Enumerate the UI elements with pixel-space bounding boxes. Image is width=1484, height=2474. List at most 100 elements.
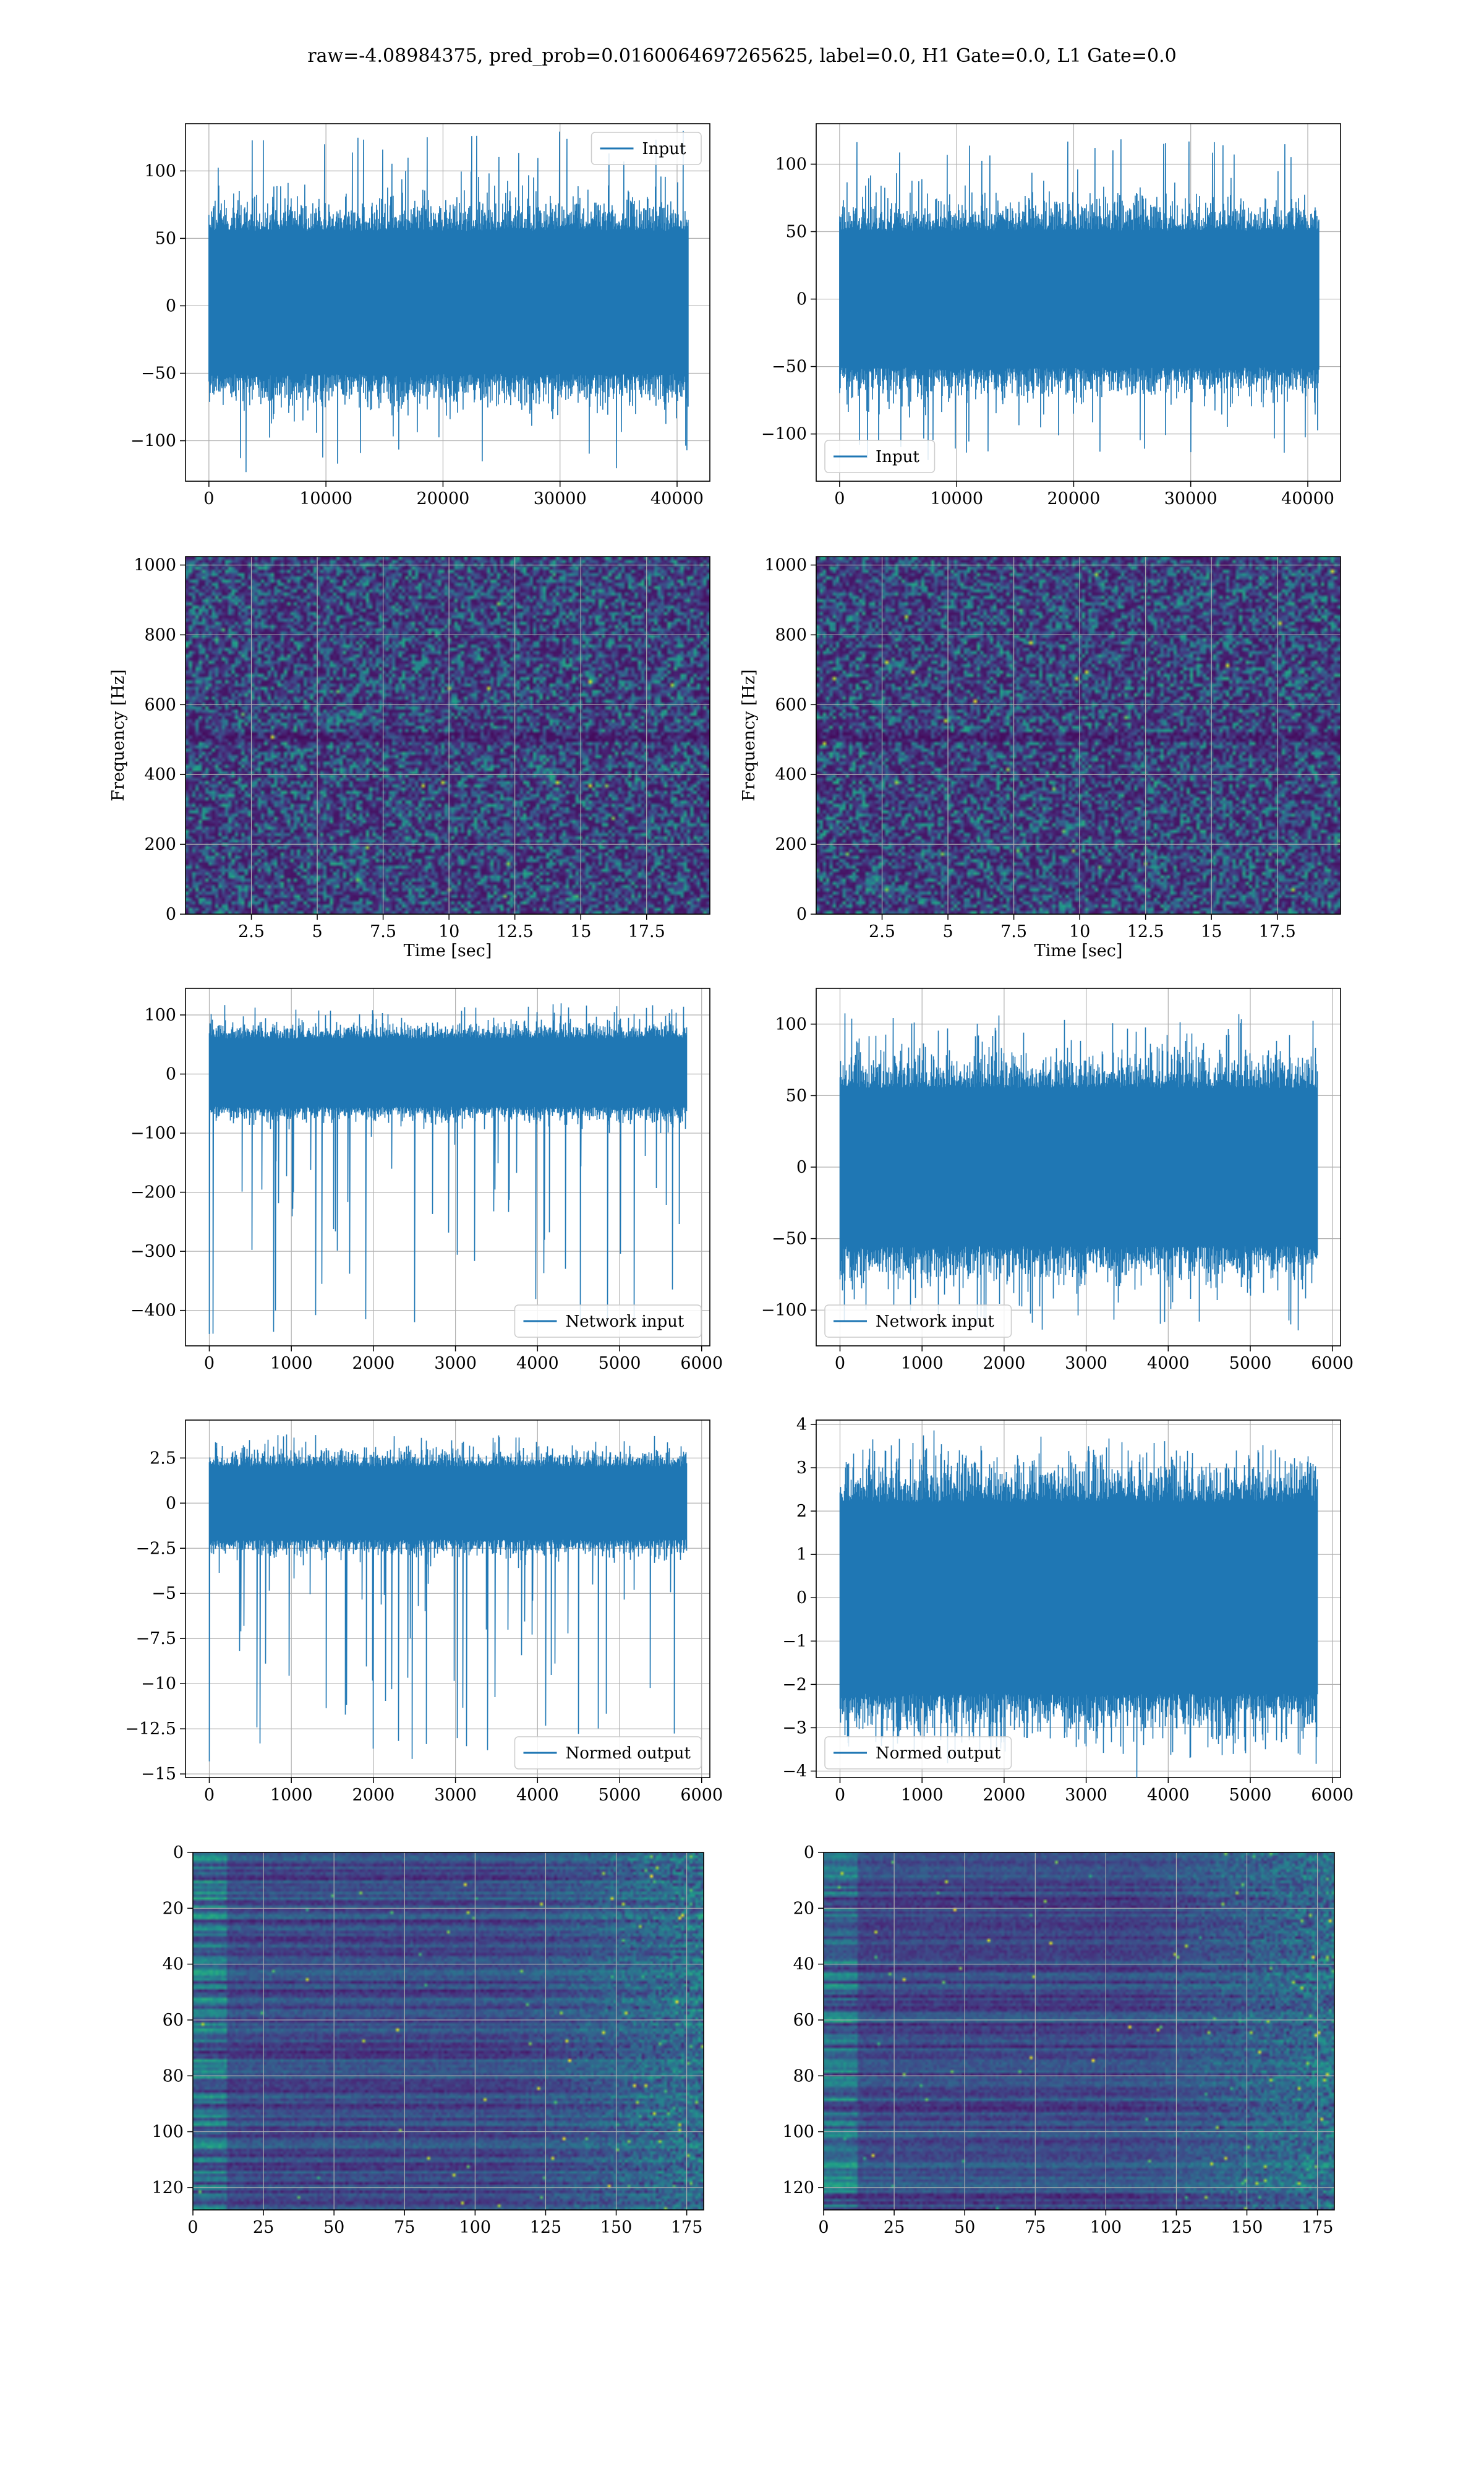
y-axis-label: Frequency [Hz] — [740, 669, 759, 801]
x-tick-label: 175 — [671, 2218, 703, 2237]
figure-title: raw=-4.08984375, pred_prob=0.01600646972… — [307, 45, 1176, 67]
legend: Normed output — [514, 1736, 702, 1770]
y-tick-label: 50 — [786, 1086, 807, 1105]
axes-frame — [185, 556, 710, 915]
y-tick-label: 600 — [775, 695, 807, 714]
x-tick-label: 150 — [1231, 2218, 1263, 2237]
x-tick-label: 30000 — [534, 489, 587, 508]
x-tick-label: 10 — [1069, 922, 1090, 941]
y-tick-label: 0 — [173, 1843, 184, 1862]
axes-frame — [185, 123, 710, 482]
y-tick-label: 60 — [163, 2011, 184, 2030]
y-tick-label: 20 — [793, 1899, 814, 1918]
x-tick-label: 3000 — [434, 1354, 477, 1373]
y-tick-label: 0 — [796, 290, 807, 309]
series-line — [839, 1013, 1318, 1330]
y-tick-label: 400 — [144, 765, 176, 784]
y-tick-label: 80 — [793, 2066, 814, 2086]
legend-label: Normed output — [566, 1744, 691, 1763]
axes-frame — [816, 1419, 1341, 1778]
y-tick-label: −300 — [130, 1242, 176, 1261]
y-tick-label: −1 — [782, 1632, 807, 1651]
x-tick-label: 5000 — [599, 1354, 641, 1373]
y-tick-label: −4 — [782, 1761, 807, 1781]
x-tick-label: 125 — [1161, 2218, 1193, 2237]
y-tick-label: 200 — [144, 835, 176, 854]
y-tick-label: 100 — [144, 161, 176, 181]
y-tick-label: 80 — [163, 2066, 184, 2086]
y-tick-label: 1 — [796, 1545, 807, 1564]
x-tick-label: 17.5 — [628, 922, 665, 941]
panel-row2-right: 2.5 5 7.5 10 12.5 15 17.5 0 200 400 600 800 1000 Time… — [740, 556, 1341, 961]
y-tick-label: 600 — [144, 695, 176, 714]
y-tick-label: 50 — [155, 229, 176, 248]
y-tick-label: 1000 — [134, 556, 176, 575]
y-tick-label: 0 — [166, 905, 176, 924]
legend-box — [514, 1736, 702, 1770]
series-line — [839, 1430, 1318, 1778]
legend: Input — [824, 440, 936, 473]
x-tick-label: 6000 — [680, 1354, 723, 1373]
x-tick-label: 10000 — [930, 489, 983, 508]
y-tick-label: 2.5 — [150, 1449, 176, 1468]
x-tick-label: 4000 — [516, 1786, 559, 1805]
x-tick-label: 12.5 — [497, 922, 534, 941]
x-tick-label: 3000 — [1065, 1354, 1107, 1373]
y-tick-label: −2 — [782, 1675, 807, 1694]
x-tick-label: 5000 — [1229, 1786, 1272, 1805]
x-tick-label: 175 — [1302, 2218, 1334, 2237]
legend: Normed output — [824, 1736, 1012, 1770]
y-tick-label: −12.5 — [125, 1719, 176, 1739]
heatmap-image — [824, 1852, 1334, 2210]
x-tick-label: 1000 — [270, 1354, 313, 1373]
y-tick-label: −15 — [141, 1765, 176, 1784]
y-tick-label: 0 — [166, 1494, 176, 1513]
legend-box — [514, 1304, 702, 1338]
heatmap-image — [193, 1852, 704, 2210]
panel-row5-left: 0 25 50 75 100 125 150 175 0 20 40 60 80 100 120 — [151, 1843, 704, 2237]
x-tick-label: 3000 — [434, 1786, 477, 1805]
x-tick-label: 5 — [312, 922, 322, 941]
y-tick-label: −5 — [151, 1584, 176, 1603]
y-tick-label: −50 — [141, 364, 176, 383]
y-tick-label: −100 — [130, 1124, 176, 1143]
y-axis-label: Frequency [Hz] — [109, 669, 128, 801]
axes-frame — [816, 988, 1341, 1346]
x-tick-label: 5000 — [599, 1786, 641, 1805]
y-tick-label: 0 — [166, 296, 176, 315]
x-tick-label: 0 — [187, 2218, 198, 2237]
x-tick-label: 40000 — [650, 489, 704, 508]
y-tick-label: 400 — [775, 765, 807, 784]
legend-box — [824, 1736, 1012, 1770]
x-tick-label: 4000 — [516, 1354, 559, 1373]
series-line — [208, 1434, 688, 1761]
y-tick-label: −50 — [772, 1230, 807, 1249]
x-tick-label: 6000 — [680, 1786, 723, 1805]
y-tick-label: 800 — [775, 625, 807, 644]
x-tick-label: 2.5 — [238, 922, 265, 941]
x-tick-label: 2000 — [983, 1786, 1026, 1805]
legend-label: Network input — [876, 1312, 994, 1331]
legend-label: Network input — [566, 1312, 684, 1331]
y-tick-label: 100 — [782, 2123, 814, 2142]
x-tick-label: 2000 — [352, 1786, 395, 1805]
y-tick-label: 0 — [796, 1588, 807, 1607]
y-tick-label: 60 — [793, 2011, 814, 2030]
x-tick-label: 40000 — [1281, 489, 1334, 508]
y-tick-label: 20 — [163, 1899, 184, 1918]
panel-row3-right: 0 1000 2000 3000 4000 5000 6000 −100 −50 0 50 100 Ne… — [761, 988, 1354, 1373]
x-tick-label: 20000 — [1047, 489, 1100, 508]
heatmap-image — [186, 557, 710, 914]
panel-row1-right: 0 10000 20000 30000 40000 −100 −50 0 50 100 Input — [761, 123, 1341, 508]
legend: Network input — [824, 1304, 1012, 1338]
panel-row1-left: 0 10000 20000 30000 40000 −100 −50 0 50 100 Input — [130, 123, 710, 508]
x-tick-label: 75 — [394, 2218, 415, 2237]
heatmap-image — [816, 557, 1341, 914]
y-tick-label: −100 — [130, 432, 176, 451]
series-line — [208, 1003, 688, 1334]
x-tick-label: 1000 — [270, 1786, 313, 1805]
x-tick-label: 4000 — [1147, 1354, 1190, 1373]
y-tick-label: −400 — [130, 1301, 176, 1320]
x-tick-label: 100 — [459, 2218, 492, 2237]
legend-box — [824, 1304, 1012, 1338]
